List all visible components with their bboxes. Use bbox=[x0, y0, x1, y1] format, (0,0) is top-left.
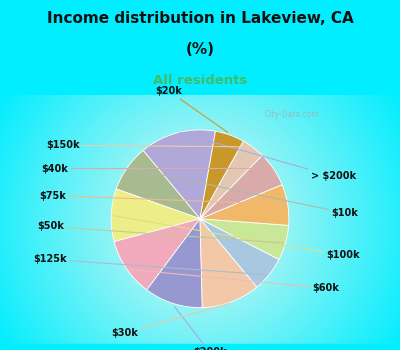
Text: $60k: $60k bbox=[128, 269, 339, 293]
Wedge shape bbox=[147, 219, 202, 308]
Wedge shape bbox=[116, 150, 200, 219]
Text: $20k: $20k bbox=[156, 86, 228, 133]
Text: City-Data.com: City-Data.com bbox=[264, 110, 319, 119]
Text: Income distribution in Lakeview, CA: Income distribution in Lakeview, CA bbox=[47, 12, 353, 26]
Text: $30k: $30k bbox=[111, 303, 229, 338]
Text: $10k: $10k bbox=[129, 168, 358, 218]
Wedge shape bbox=[200, 219, 257, 308]
Wedge shape bbox=[200, 219, 279, 287]
Text: (%): (%) bbox=[186, 42, 214, 57]
Bar bbox=[0, 344, 400, 350]
Text: $200k: $200k bbox=[174, 307, 226, 350]
Wedge shape bbox=[114, 219, 200, 290]
Text: $75k: $75k bbox=[40, 190, 286, 204]
Wedge shape bbox=[111, 189, 200, 241]
Wedge shape bbox=[200, 155, 282, 219]
Text: $40k: $40k bbox=[42, 163, 272, 174]
Wedge shape bbox=[143, 130, 216, 219]
Text: $150k: $150k bbox=[46, 140, 251, 150]
Text: $125k: $125k bbox=[34, 254, 267, 275]
Wedge shape bbox=[200, 185, 289, 225]
Wedge shape bbox=[200, 219, 289, 259]
Text: $100k: $100k bbox=[113, 216, 360, 260]
Text: All residents: All residents bbox=[153, 74, 247, 87]
Text: $50k: $50k bbox=[37, 222, 284, 243]
Text: > $200k: > $200k bbox=[180, 133, 356, 181]
Wedge shape bbox=[200, 141, 262, 219]
Wedge shape bbox=[200, 131, 243, 219]
